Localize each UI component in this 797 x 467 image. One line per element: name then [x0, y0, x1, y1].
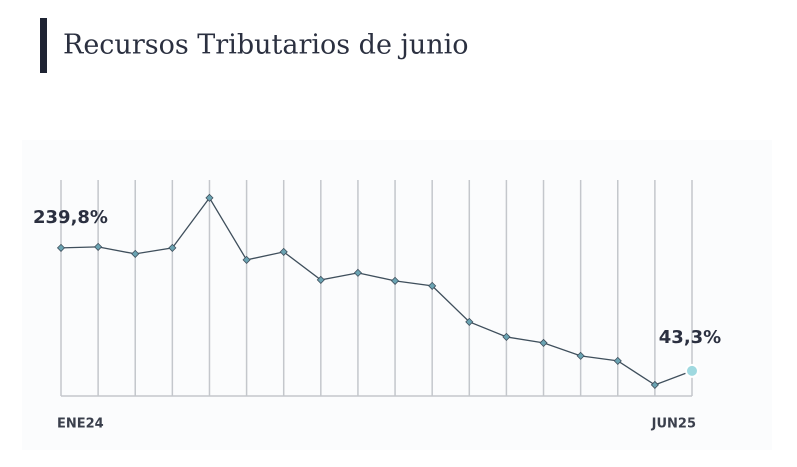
plot-background — [22, 140, 772, 450]
x-tick-label: JUN25 — [651, 417, 696, 432]
point — [613, 356, 622, 365]
point — [502, 332, 511, 341]
point — [576, 351, 585, 360]
title-accent — [40, 18, 47, 73]
point — [279, 247, 288, 256]
point — [353, 268, 363, 277]
value-label: 239,8% — [33, 207, 108, 228]
point — [650, 380, 659, 389]
point — [56, 243, 66, 252]
x-tick-label: ENE24 — [57, 417, 104, 432]
point — [465, 317, 474, 326]
point — [205, 193, 214, 202]
value-label: 43,3% — [659, 327, 721, 348]
line — [60, 196, 693, 386]
point — [428, 281, 437, 290]
point — [168, 243, 177, 252]
point — [94, 242, 103, 251]
point — [131, 249, 140, 258]
point-highlight — [685, 363, 699, 378]
point — [242, 255, 251, 264]
chart-title: Recursos Tributarios de junio — [63, 30, 469, 61]
point — [539, 338, 548, 347]
point — [316, 275, 325, 284]
point — [390, 276, 400, 285]
